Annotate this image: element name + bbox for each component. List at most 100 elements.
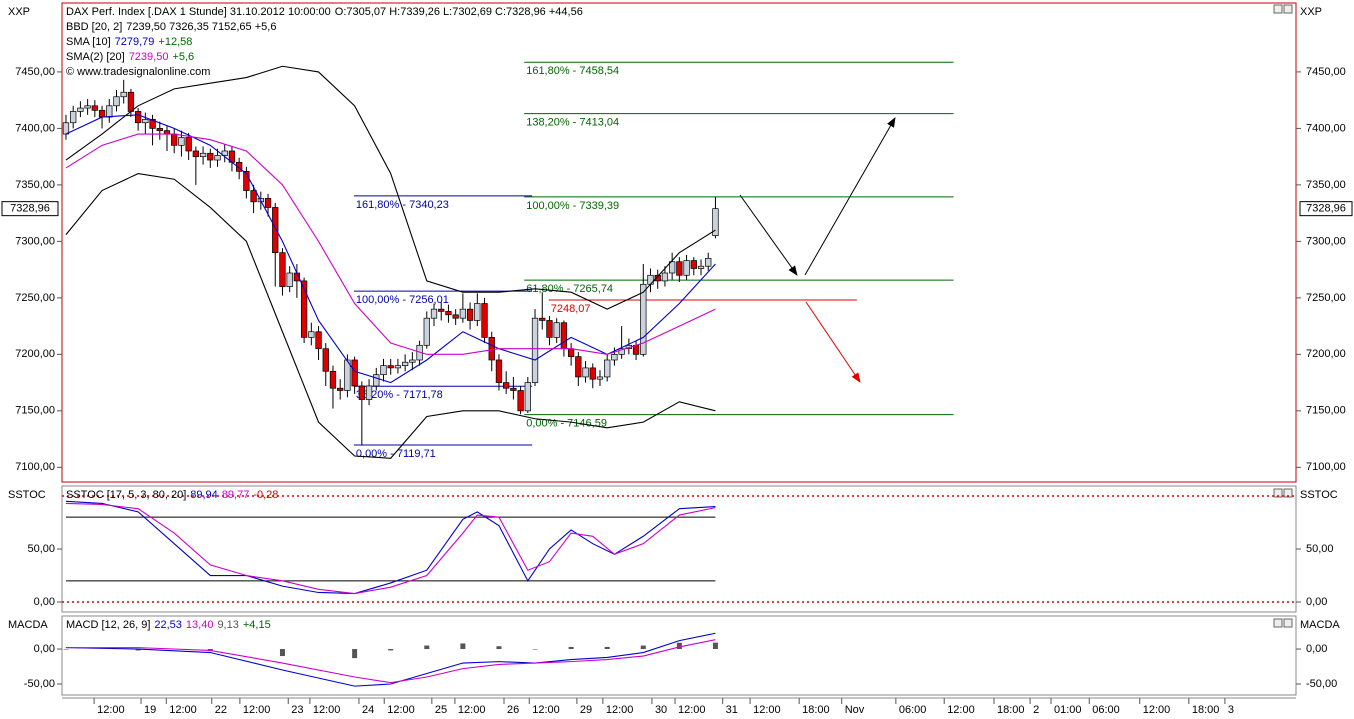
series-line: [65, 502, 716, 595]
candle-body: [488, 337, 495, 361]
legend-text: O:7305,07 H:7339,26 L:7302,69 C:7328,96 …: [335, 6, 583, 18]
candle-body: [358, 385, 365, 400]
level-label: 7248,07: [551, 303, 591, 315]
candle-body: [387, 365, 394, 369]
level-label: 161,80% - 7458,54: [526, 65, 619, 77]
candle-body: [596, 376, 604, 380]
candle-body: [337, 387, 344, 391]
candle-body: [474, 303, 481, 321]
histogram-bar: [604, 646, 610, 650]
candle-body: [654, 274, 661, 282]
button[interactable]: [1273, 488, 1283, 498]
histogram-bar: [424, 645, 430, 650]
candle-body: [156, 128, 163, 132]
candle-body: [300, 280, 308, 338]
level-label: 100,00% - 7339,39: [526, 200, 619, 212]
x-tick-label: 30: [655, 704, 667, 716]
candle-body: [214, 155, 221, 161]
candle-body: [697, 265, 705, 269]
candle-body: [510, 387, 517, 391]
candle-body: [409, 359, 416, 363]
x-tick-label: 12:00: [97, 704, 125, 716]
legend-line: SSTOC [17, 5, 3, 80, 20] 89,94 89,77 -0,28: [66, 489, 278, 501]
y-tick-label: 7450,00: [1306, 66, 1346, 78]
y-tick-label: 7400,00: [15, 122, 55, 134]
panel-buttons: [1273, 4, 1293, 628]
series-line: [65, 173, 716, 459]
histogram-bar: [352, 649, 358, 659]
legend-text: +12,58: [158, 36, 192, 48]
button[interactable]: [1283, 4, 1293, 14]
arrow: [739, 194, 798, 276]
y-tick-label: 7200,00: [15, 348, 55, 360]
histogram-bar: [640, 645, 646, 650]
legend-text: SMA [10]: [66, 36, 111, 48]
histogram-bar: [388, 649, 394, 651]
series-line: [65, 133, 716, 355]
level-label: 138,20% - 7413,04: [526, 117, 619, 129]
candle-body: [207, 152, 214, 161]
legend-text: BBD [20, 2]: [66, 21, 122, 33]
legend-text: 89,77: [222, 489, 250, 501]
legend-line: © www.tradesignalonline.com: [66, 66, 210, 78]
button[interactable]: [1283, 488, 1293, 498]
candle-body: [221, 150, 228, 156]
candle-body: [142, 119, 149, 124]
button[interactable]: [1273, 4, 1283, 14]
candle-body: [171, 133, 178, 146]
candle-body: [344, 359, 351, 391]
candle-body: [62, 122, 70, 135]
legend-text: +4,15: [243, 619, 271, 631]
y-tick-label: 50,00: [1306, 543, 1334, 555]
price-tag: [1299, 201, 1353, 217]
candle-body: [676, 261, 683, 276]
candle-body: [481, 303, 488, 338]
y-tick-label: 7350,00: [1306, 179, 1346, 191]
candle-body: [373, 374, 380, 387]
candle-body: [279, 252, 286, 287]
candle-body: [589, 367, 596, 380]
candle-body: [705, 257, 712, 267]
legend-text: -0,28: [253, 489, 278, 501]
candle-body: [91, 105, 98, 111]
candle-body: [495, 359, 503, 383]
legend-text: 9,13: [217, 619, 238, 631]
button[interactable]: [1283, 618, 1293, 628]
candle-body: [553, 322, 560, 338]
candle-body: [618, 348, 625, 355]
legend-line: MACD [12, 26, 9] 22,53 13,40 9,13 +4,15: [66, 619, 271, 631]
x-tick-label: 18:00: [1192, 704, 1220, 716]
x-tick-label: 12:00: [313, 704, 341, 716]
histogram-bar: [712, 642, 718, 650]
candle-body: [575, 356, 582, 378]
candle-body: [452, 314, 459, 319]
y-tick-label: 7250,00: [1306, 292, 1346, 304]
x-tick-label: 12:00: [1143, 704, 1171, 716]
candle-body: [445, 311, 452, 316]
macd-panel-frame: [61, 615, 1297, 696]
y-tick-label: 50,00: [27, 543, 55, 555]
y-tick-label: 7150,00: [15, 405, 55, 417]
y-tick-label: 7150,00: [1306, 405, 1346, 417]
legend-text: 89,94: [190, 489, 218, 501]
legend-line: BBD [20, 2] 7239,50 7326,35 7152,65 +5,6: [66, 21, 276, 33]
x-tick-label: 12:00: [606, 704, 634, 716]
candle-body: [531, 317, 539, 383]
candle-body: [113, 96, 120, 107]
y-tick-label: 7100,00: [15, 461, 55, 473]
panel-label: MACDA: [1300, 619, 1340, 631]
legend-text: MACD [12, 26, 9]: [66, 619, 150, 631]
button[interactable]: [1273, 618, 1283, 628]
panel-label: XXP: [1300, 6, 1322, 18]
candle-body: [106, 105, 113, 118]
arrow: [805, 301, 861, 383]
level-label: 100,00% - 7256,01: [356, 294, 449, 306]
series-line: [65, 65, 716, 310]
level-label: 61,80% - 7265,74: [526, 283, 613, 295]
level-label: 161,80% - 7340,23: [356, 199, 449, 211]
candle-body: [77, 107, 84, 112]
candle-body: [98, 109, 106, 118]
price-tag-label: 7328,96: [1306, 203, 1346, 215]
candle-body: [546, 320, 553, 338]
